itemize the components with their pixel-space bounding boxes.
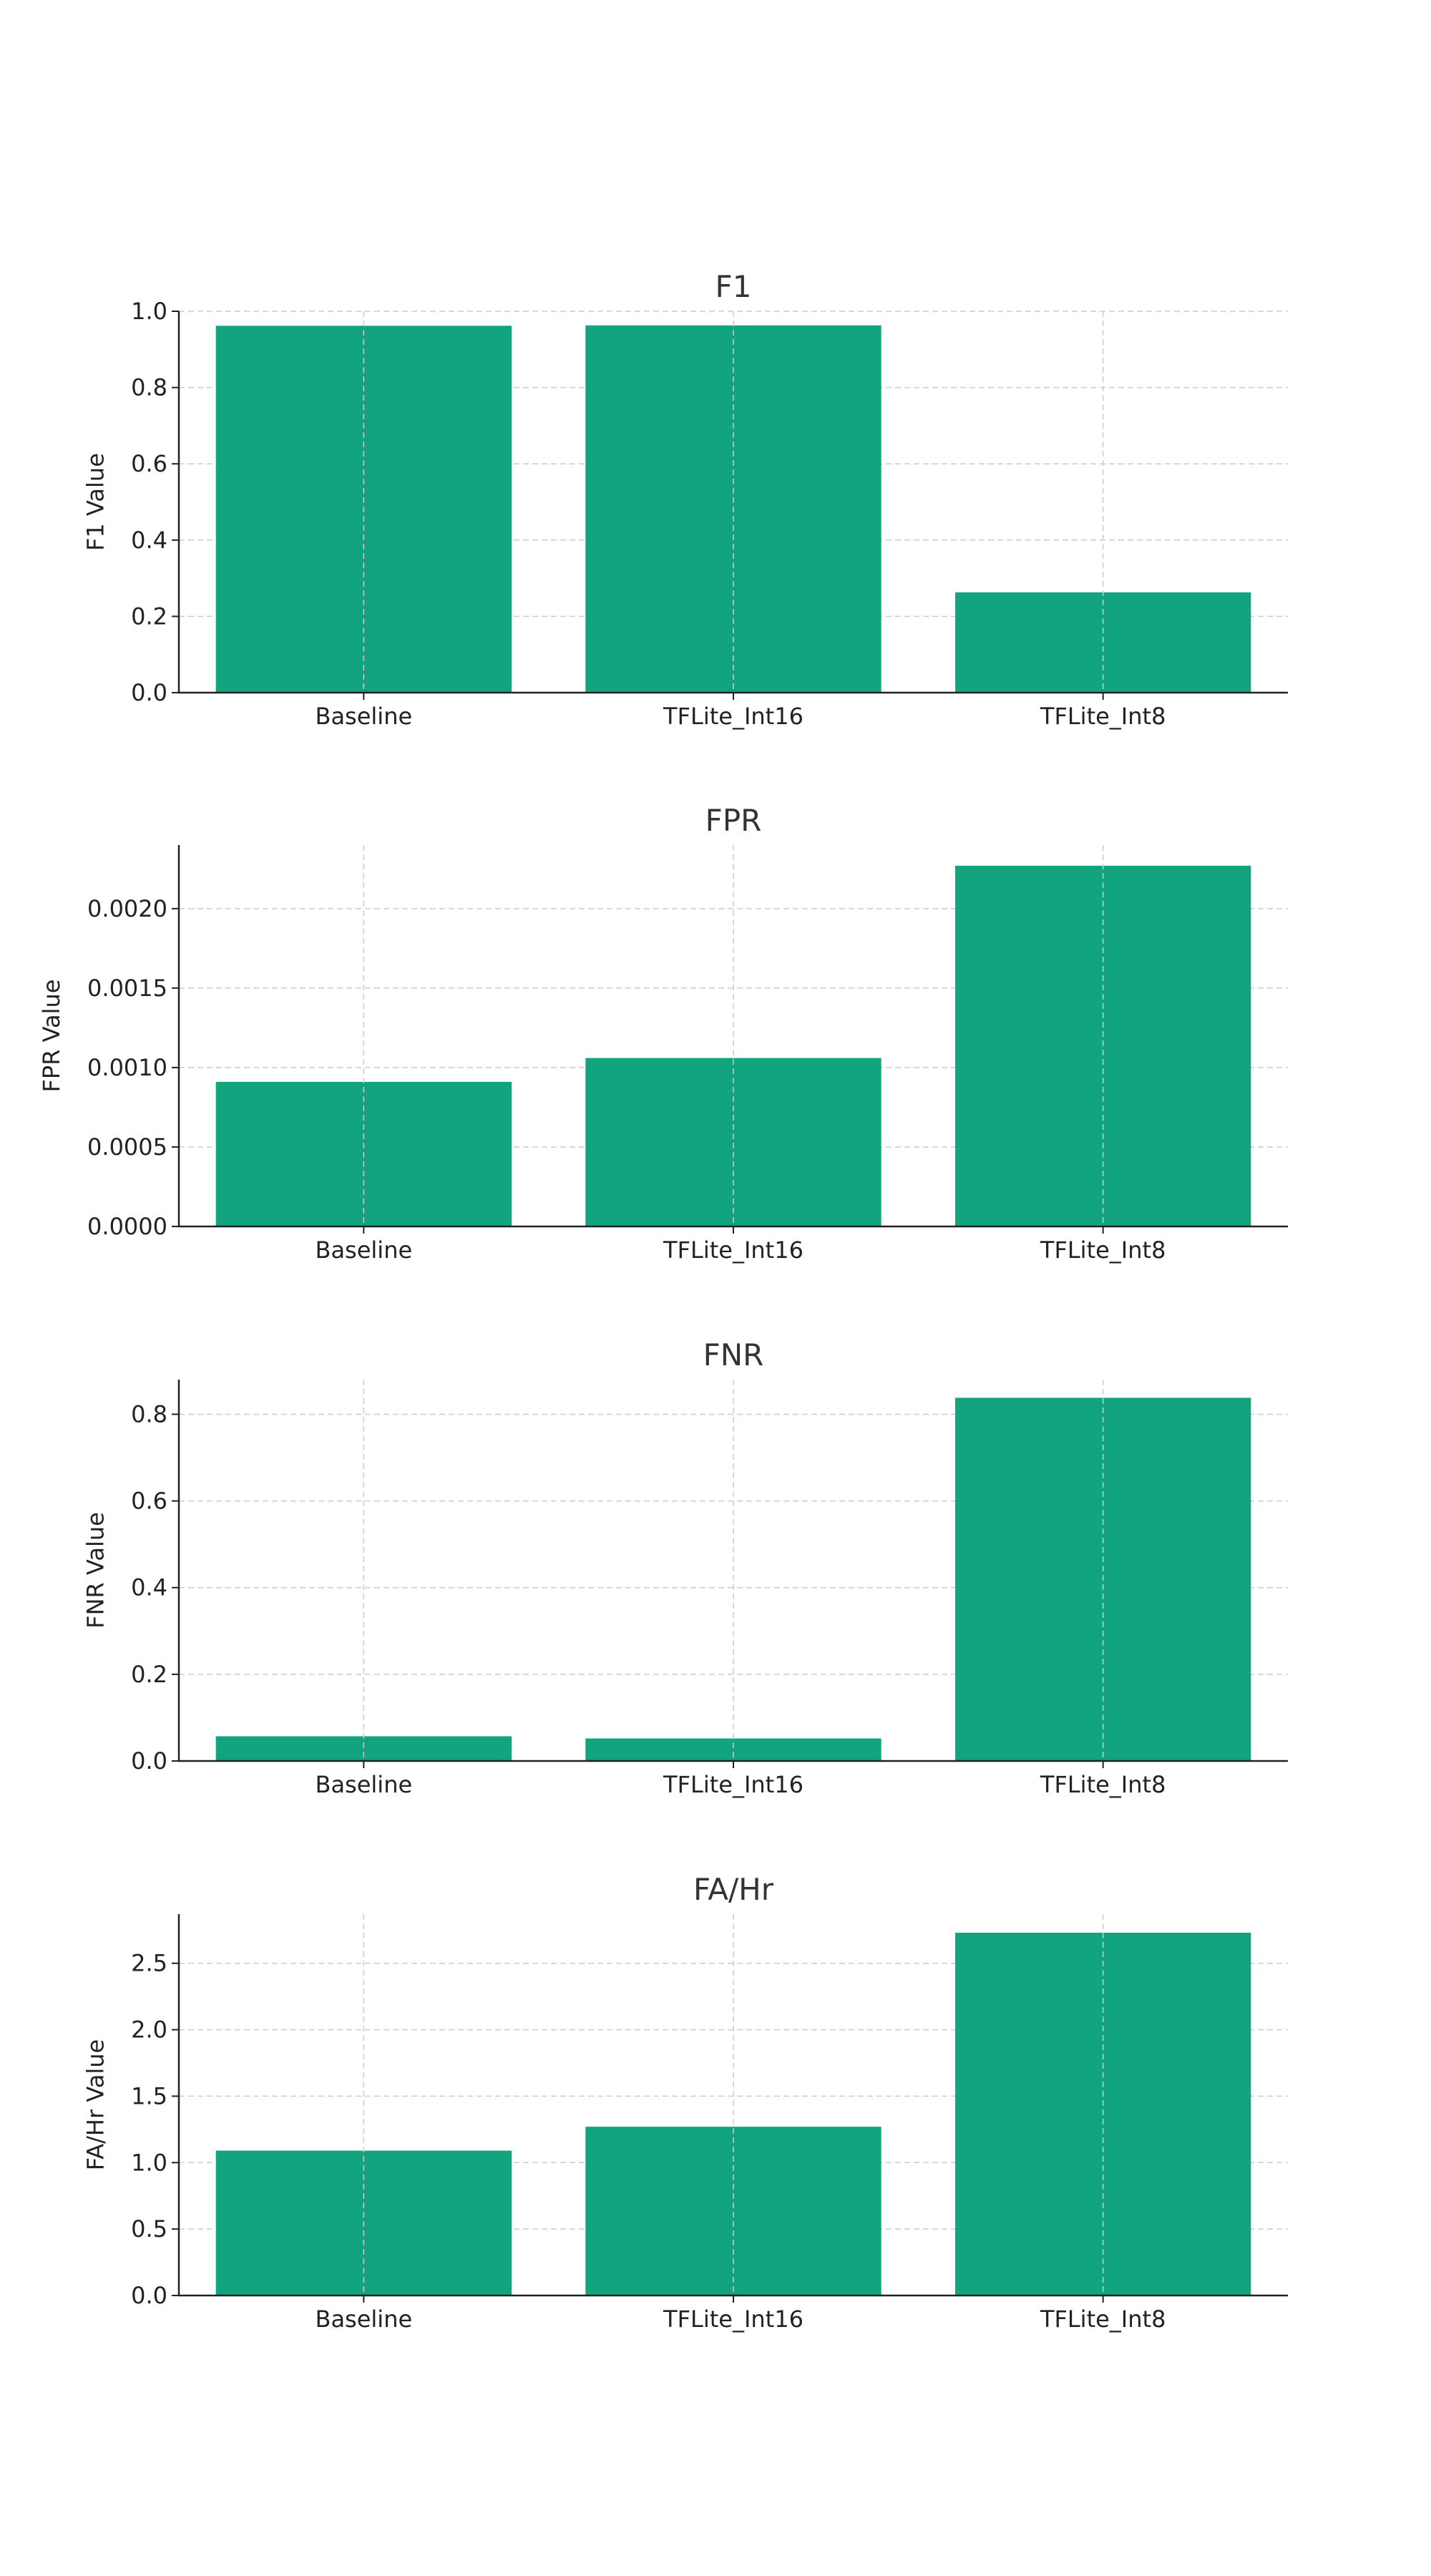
y-tick-label: 0.2 — [131, 602, 167, 630]
chart-panel: 0.0 0.5 1.0 1.5 2.0 2.5 Baseline TFLite_Int16 TF… — [82, 1872, 1288, 2333]
chart-panel: 0.0 0.2 0.4 0.6 0.8 1.0 Baseline TFLite_Int16 TF… — [82, 269, 1288, 730]
bar — [585, 1738, 881, 1761]
chart-panel: 0.0000 0.0005 0.0010 0.0015 0.0020 Baseline TF… — [38, 803, 1288, 1264]
y-tick-label: 1.0 — [131, 2149, 167, 2176]
y-tick-label: 1.0 — [131, 298, 167, 325]
y-tick-label: 0.8 — [131, 374, 167, 401]
bar — [585, 2127, 881, 2296]
x-tick-label: Baseline — [315, 703, 412, 730]
y-tick-label: 1.5 — [131, 2082, 167, 2109]
y-tick-label: 2.0 — [131, 2016, 167, 2044]
y-tick-label: 0.6 — [131, 1488, 167, 1515]
y-tick-label: 0.0000 — [87, 1213, 167, 1240]
bar — [585, 1058, 881, 1226]
x-tick-label: TFLite_Int8 — [1040, 1236, 1166, 1264]
x-tick-label: TFLite_Int8 — [1040, 1771, 1166, 1798]
x-tick-label: Baseline — [315, 1236, 412, 1264]
x-tick-label: TFLite_Int8 — [1040, 703, 1166, 730]
y-tick-label: 0.0020 — [87, 895, 167, 922]
y-tick-label: 0.6 — [131, 450, 167, 477]
y-tick-label: 0.0 — [131, 2282, 167, 2309]
y-tick-label: 0.0 — [131, 1747, 167, 1775]
chart-title: FA/Hr — [693, 1872, 774, 1907]
y-tick-label: 0.0010 — [87, 1054, 167, 1081]
x-tick-label: TFLite_Int16 — [663, 1236, 804, 1264]
x-tick-label: TFLite_Int8 — [1040, 2306, 1166, 2333]
chart-title: FNR — [703, 1337, 764, 1372]
chart-title: F1 — [716, 269, 752, 304]
y-tick-label: 2.5 — [131, 1950, 167, 1977]
y-tick-label: 0.4 — [131, 527, 167, 554]
y-tick-label: 0.4 — [131, 1574, 167, 1601]
y-tick-label: 0.0015 — [87, 975, 167, 1002]
x-tick-label: Baseline — [315, 2306, 412, 2333]
y-tick-label: 0.2 — [131, 1661, 167, 1688]
y-tick-label: 0.8 — [131, 1400, 167, 1428]
y-axis-label: F1 Value — [82, 453, 109, 551]
x-tick-label: TFLite_Int16 — [663, 1771, 804, 1798]
y-axis-label: FNR Value — [82, 1512, 109, 1629]
chart-panel: 0.0 0.2 0.4 0.6 0.8 Baseline TFLite_Int16 TFLit… — [82, 1337, 1288, 1798]
y-tick-label: 0.0 — [131, 679, 167, 706]
chart-title: FPR — [705, 803, 762, 838]
x-tick-label: TFLite_Int16 — [663, 703, 804, 730]
x-tick-label: TFLite_Int16 — [663, 2306, 804, 2333]
y-axis-label: FA/Hr Value — [82, 2039, 109, 2170]
y-axis-label: FPR Value — [38, 980, 65, 1093]
y-tick-label: 0.0005 — [87, 1133, 167, 1161]
x-tick-label: Baseline — [315, 1771, 412, 1798]
y-tick-label: 0.5 — [131, 2215, 167, 2243]
